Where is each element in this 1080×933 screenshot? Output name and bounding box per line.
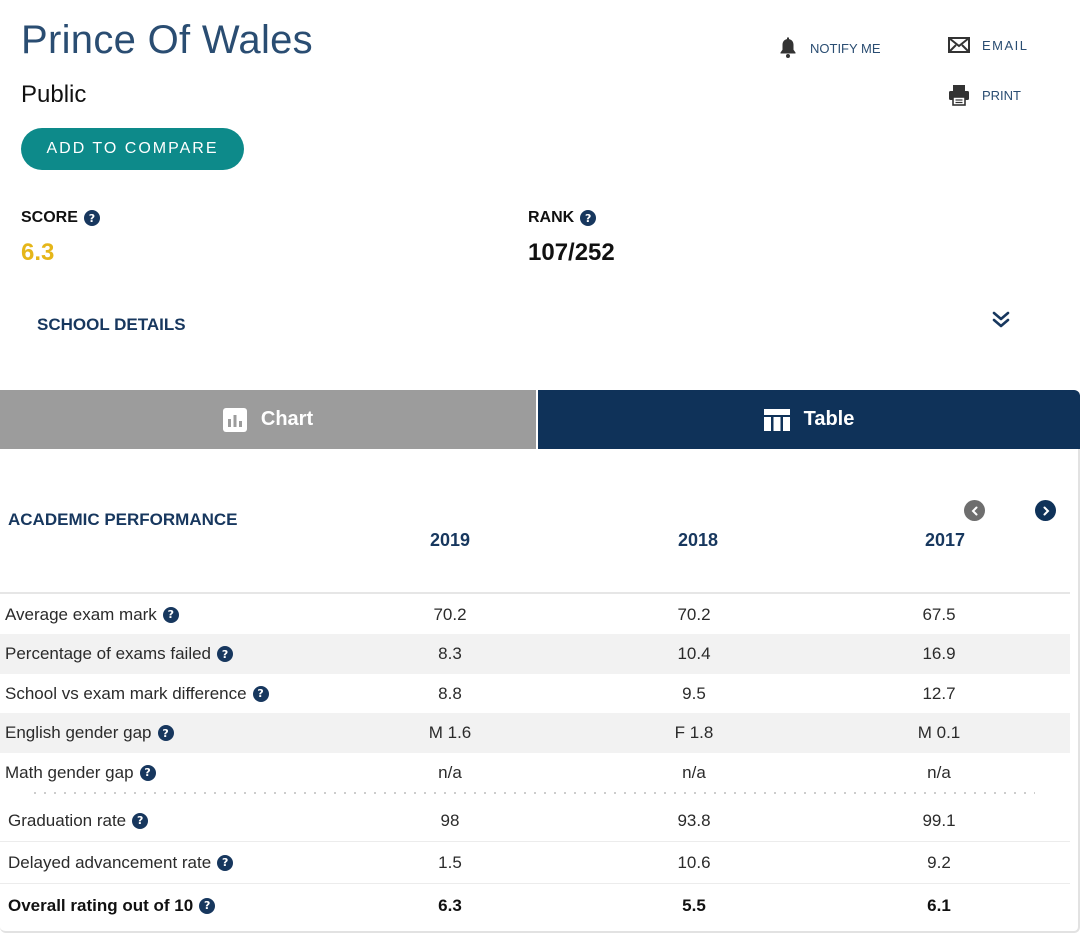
help-icon[interactable]: ?: [580, 210, 597, 226]
chevron-right-icon[interactable]: [1035, 500, 1056, 521]
table-row: School vs exam mark difference? 8.8 9.5 …: [0, 674, 1070, 713]
table-cell: 6.1: [927, 895, 951, 915]
school-details-toggle[interactable]: SCHOOL DETAILS: [37, 315, 186, 334]
help-icon[interactable]: ?: [132, 812, 149, 829]
email-label: EMAIL: [982, 37, 1029, 53]
help-icon[interactable]: ?: [83, 210, 100, 226]
row-label-text: English gender gap: [5, 723, 152, 742]
row-label-text: Graduation rate: [8, 810, 127, 830]
table-cell: 12.7: [922, 683, 956, 703]
score-value: 6.3: [21, 239, 55, 266]
table-row: English gender gap? M 1.6 F 1.8 M 0.1: [0, 713, 1070, 753]
score-label: SCORE ?: [21, 209, 100, 227]
table-cell: 98: [440, 810, 460, 830]
tab-table[interactable]: Table: [538, 390, 1080, 449]
help-icon[interactable]: ?: [162, 606, 179, 623]
year-header: 2017: [924, 530, 966, 550]
table-cell: n/a: [438, 762, 462, 782]
row-label-text: Percentage of exams failed: [5, 644, 212, 663]
help-icon[interactable]: ?: [157, 725, 174, 741]
table-cell: M 0.1: [917, 723, 961, 742]
page-title: Prince Of Wales: [21, 18, 313, 62]
help-icon[interactable]: ?: [199, 897, 216, 914]
table-row: Math gender gap? n/a n/a n/a: [0, 753, 1070, 792]
print-label: PRINT: [982, 87, 1021, 103]
help-icon[interactable]: ?: [139, 764, 156, 781]
row-label-text: School vs exam mark difference: [5, 683, 247, 703]
table-cell: 6.3: [438, 895, 462, 915]
table-cell: n/a: [927, 762, 951, 782]
envelope-icon: [948, 37, 970, 53]
row-label-text: Delayed advancement rate: [8, 852, 212, 872]
email-button[interactable]: EMAIL: [948, 37, 1029, 53]
row-label-text: Average exam mark: [5, 604, 157, 624]
bell-icon: [778, 37, 798, 59]
section-title: ACADEMIC PERFORMANCE: [8, 510, 238, 529]
table-cell: 9.5: [682, 683, 706, 703]
row-label-text: Math gender gap: [5, 762, 134, 782]
dotted-divider: [30, 792, 1035, 794]
double-chevron-down-icon[interactable]: [990, 309, 1012, 336]
row-label: Percentage of exams failed?: [5, 644, 234, 664]
row-label: Math gender gap?: [5, 763, 156, 783]
chevron-left-icon[interactable]: [964, 500, 985, 521]
help-icon[interactable]: ?: [217, 854, 234, 871]
row-label-text: Overall rating out of 10: [8, 895, 194, 915]
row-label: School vs exam mark difference?: [5, 684, 269, 704]
year-header: 2019: [429, 530, 471, 550]
table-cell: 10.6: [677, 852, 711, 872]
table-row: Percentage of exams failed? 8.3 10.4 16.…: [0, 634, 1070, 674]
tab-chart[interactable]: Chart: [0, 390, 536, 449]
table-cell: 1.5: [438, 852, 462, 872]
rank-value: 107/252: [528, 239, 615, 266]
add-to-compare-button[interactable]: ADD TO COMPARE: [21, 128, 244, 170]
table-card: [0, 449, 1080, 933]
table-header-divider: [0, 592, 1070, 594]
table-row: Graduation rate? 98 93.8 99.1: [0, 800, 1070, 842]
school-type: Public: [21, 81, 87, 108]
score-label-text: SCORE: [21, 209, 78, 226]
table-icon: [763, 408, 790, 431]
printer-icon: [948, 84, 970, 106]
tab-table-label: Table: [803, 408, 855, 430]
table-cell: F 1.8: [674, 723, 714, 742]
table-row: Overall rating out of 10? 6.3 5.5 6.1: [0, 884, 1070, 927]
help-icon[interactable]: ?: [252, 685, 269, 702]
help-icon[interactable]: ?: [217, 646, 234, 662]
table-cell: n/a: [682, 762, 706, 782]
table-cell: 93.8: [677, 810, 711, 830]
row-label: Graduation rate?: [8, 810, 149, 831]
table-cell: 5.5: [682, 895, 706, 915]
table-row: Delayed advancement rate? 1.5 10.6 9.2: [0, 842, 1070, 884]
year-header: 2018: [677, 530, 719, 550]
table-row: Average exam mark? 70.2 70.2 67.5: [0, 595, 1070, 634]
table-cell: 70.2: [433, 604, 467, 624]
table-cell: 8.8: [438, 683, 462, 703]
table-cell: 9.2: [927, 852, 951, 872]
row-label: English gender gap?: [5, 723, 174, 743]
table-cell: 16.9: [922, 644, 956, 663]
view-tabs: Chart Table: [0, 390, 1080, 449]
table-cell: 10.4: [677, 644, 711, 663]
row-label: Overall rating out of 10?: [8, 895, 216, 916]
table-cell: M 1.6: [428, 723, 472, 742]
notify-me-label: NOTIFY ME: [810, 40, 881, 56]
tab-chart-label: Chart: [260, 408, 314, 430]
notify-me-button[interactable]: NOTIFY ME: [778, 37, 881, 59]
table-cell: 70.2: [677, 604, 711, 624]
bar-chart-icon: [222, 407, 247, 432]
print-button[interactable]: PRINT: [948, 84, 1021, 106]
row-label: Average exam mark?: [5, 605, 179, 625]
table-cell: 67.5: [922, 604, 956, 624]
table-cell: 99.1: [922, 810, 956, 830]
table-cell: 8.3: [438, 644, 462, 663]
rank-label: RANK ?: [528, 209, 597, 227]
row-label: Delayed advancement rate?: [8, 852, 234, 873]
rank-label-text: RANK: [528, 209, 575, 226]
